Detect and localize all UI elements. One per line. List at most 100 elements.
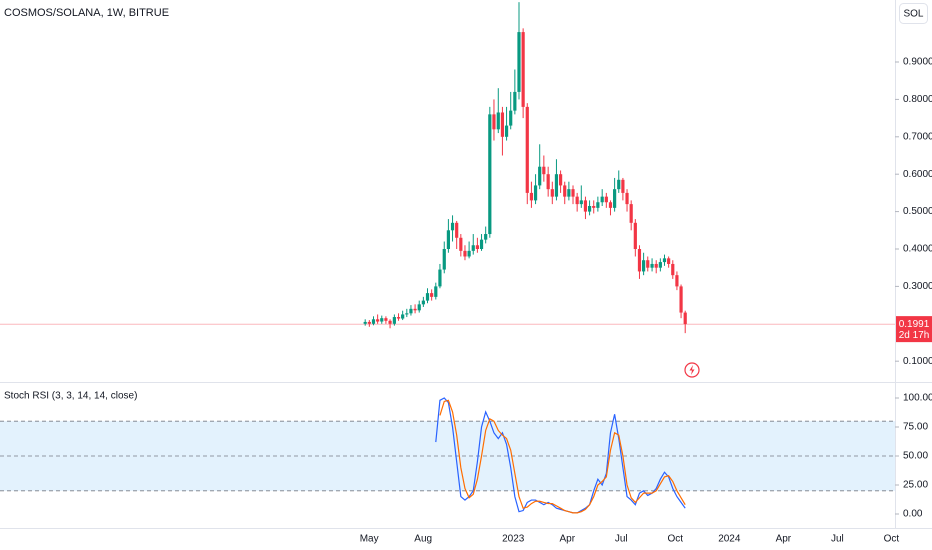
candle-body	[413, 308, 417, 311]
candle-body	[488, 114, 492, 235]
currency-button[interactable]	[899, 3, 928, 24]
x-tick-label: Aug	[414, 534, 432, 545]
candle-body	[430, 293, 434, 297]
candle-body	[529, 192, 534, 201]
candle-body	[667, 258, 671, 264]
candle-body	[683, 312, 687, 325]
candle-body	[662, 258, 667, 263]
candle-body	[563, 185, 567, 197]
candle-body	[625, 192, 629, 205]
candle-body	[546, 174, 550, 190]
event-icon-bolt	[689, 365, 695, 375]
candle-body	[463, 250, 467, 257]
candle-body	[633, 222, 637, 249]
indicator-title: Stoch RSI (3, 3, 14, 14, close)	[4, 391, 137, 402]
candle-body	[425, 293, 430, 301]
candle-body	[600, 196, 604, 203]
candle-body	[392, 317, 396, 324]
candle-body	[596, 202, 600, 208]
candle-body	[675, 275, 679, 287]
candle-body	[637, 248, 642, 272]
candle-body	[504, 125, 509, 137]
candle-body	[621, 179, 625, 193]
x-tick-label: Oct	[668, 534, 684, 545]
x-tick-label: Oct	[884, 534, 900, 545]
candle-body	[446, 230, 451, 249]
candle-body	[371, 319, 376, 324]
candle-body	[567, 189, 571, 197]
candle-body	[558, 174, 563, 186]
candle-body	[679, 286, 683, 313]
candle-body	[475, 245, 479, 249]
candle-body	[376, 319, 380, 322]
x-tick-label: 2023	[502, 534, 525, 545]
candle-body	[438, 269, 442, 287]
y-tick-label: 0.1000	[903, 356, 932, 367]
candle-body	[629, 204, 633, 223]
chart-title: COSMOS/SOLANA, 1W, BITRUE	[4, 7, 169, 19]
candle-body	[467, 250, 471, 257]
y-tick-label: 75.00	[903, 422, 928, 433]
countdown-label: 2d 17h	[899, 330, 930, 341]
candle-body	[442, 248, 446, 270]
candle-body	[579, 200, 583, 205]
candle-body	[554, 174, 559, 197]
candle-body	[471, 245, 475, 251]
candle-body	[671, 263, 675, 276]
candle-body	[571, 189, 575, 197]
candle-body	[646, 260, 650, 268]
currency-label: SOL	[903, 9, 923, 20]
candle-body	[592, 205, 596, 208]
x-tick-label: Jul	[831, 534, 844, 545]
x-tick-label: Apr	[559, 534, 575, 545]
candle-body	[384, 318, 388, 321]
candle-body	[367, 321, 371, 324]
candle-body	[650, 263, 654, 268]
candle-body	[417, 304, 421, 311]
candle-body	[409, 308, 413, 314]
x-tick-label: May	[360, 534, 379, 545]
candle-body	[654, 263, 658, 268]
candle-body	[479, 239, 484, 249]
y-tick-label: 0.4000	[903, 244, 932, 255]
candle-body	[617, 179, 621, 190]
y-tick-label: 0.6000	[903, 169, 932, 180]
y-tick-label: 0.7000	[903, 131, 932, 142]
x-tick-label: 2024	[718, 534, 741, 545]
candle-body	[550, 189, 554, 197]
candle-body	[583, 200, 588, 212]
candle-body	[608, 202, 613, 208]
candle-body	[658, 262, 662, 268]
candle-body	[492, 114, 496, 130]
last-price-box	[896, 316, 932, 343]
y-tick-label: 25.00	[903, 480, 928, 491]
candle-body	[455, 222, 459, 238]
candle-body	[513, 91, 517, 111]
candle-body	[388, 320, 392, 324]
candle-body	[401, 314, 405, 319]
x-tick-label: Apr	[776, 534, 792, 545]
candle-body	[642, 260, 646, 272]
indicator-line	[439, 399, 686, 514]
candle-body	[363, 321, 367, 324]
y-tick-label: 0.8000	[903, 94, 932, 105]
candle-body	[542, 166, 546, 175]
last-price-label: 0.1991	[899, 319, 930, 330]
y-tick-label: 0.5000	[903, 206, 932, 217]
candle-body	[604, 196, 608, 203]
y-tick-label: 0.9000	[903, 57, 932, 68]
candle-body	[538, 166, 542, 186]
candle-body	[496, 112, 500, 130]
candle-body	[500, 112, 505, 137]
candle-body	[450, 222, 455, 231]
candle-body	[405, 313, 409, 315]
candle-body	[421, 300, 425, 305]
candle-body	[575, 196, 579, 205]
x-tick-label: Jul	[615, 534, 628, 545]
candle-body	[484, 234, 488, 240]
y-tick-label: 0.3000	[903, 281, 932, 292]
candle-body	[434, 286, 438, 297]
candle-body	[459, 237, 463, 251]
